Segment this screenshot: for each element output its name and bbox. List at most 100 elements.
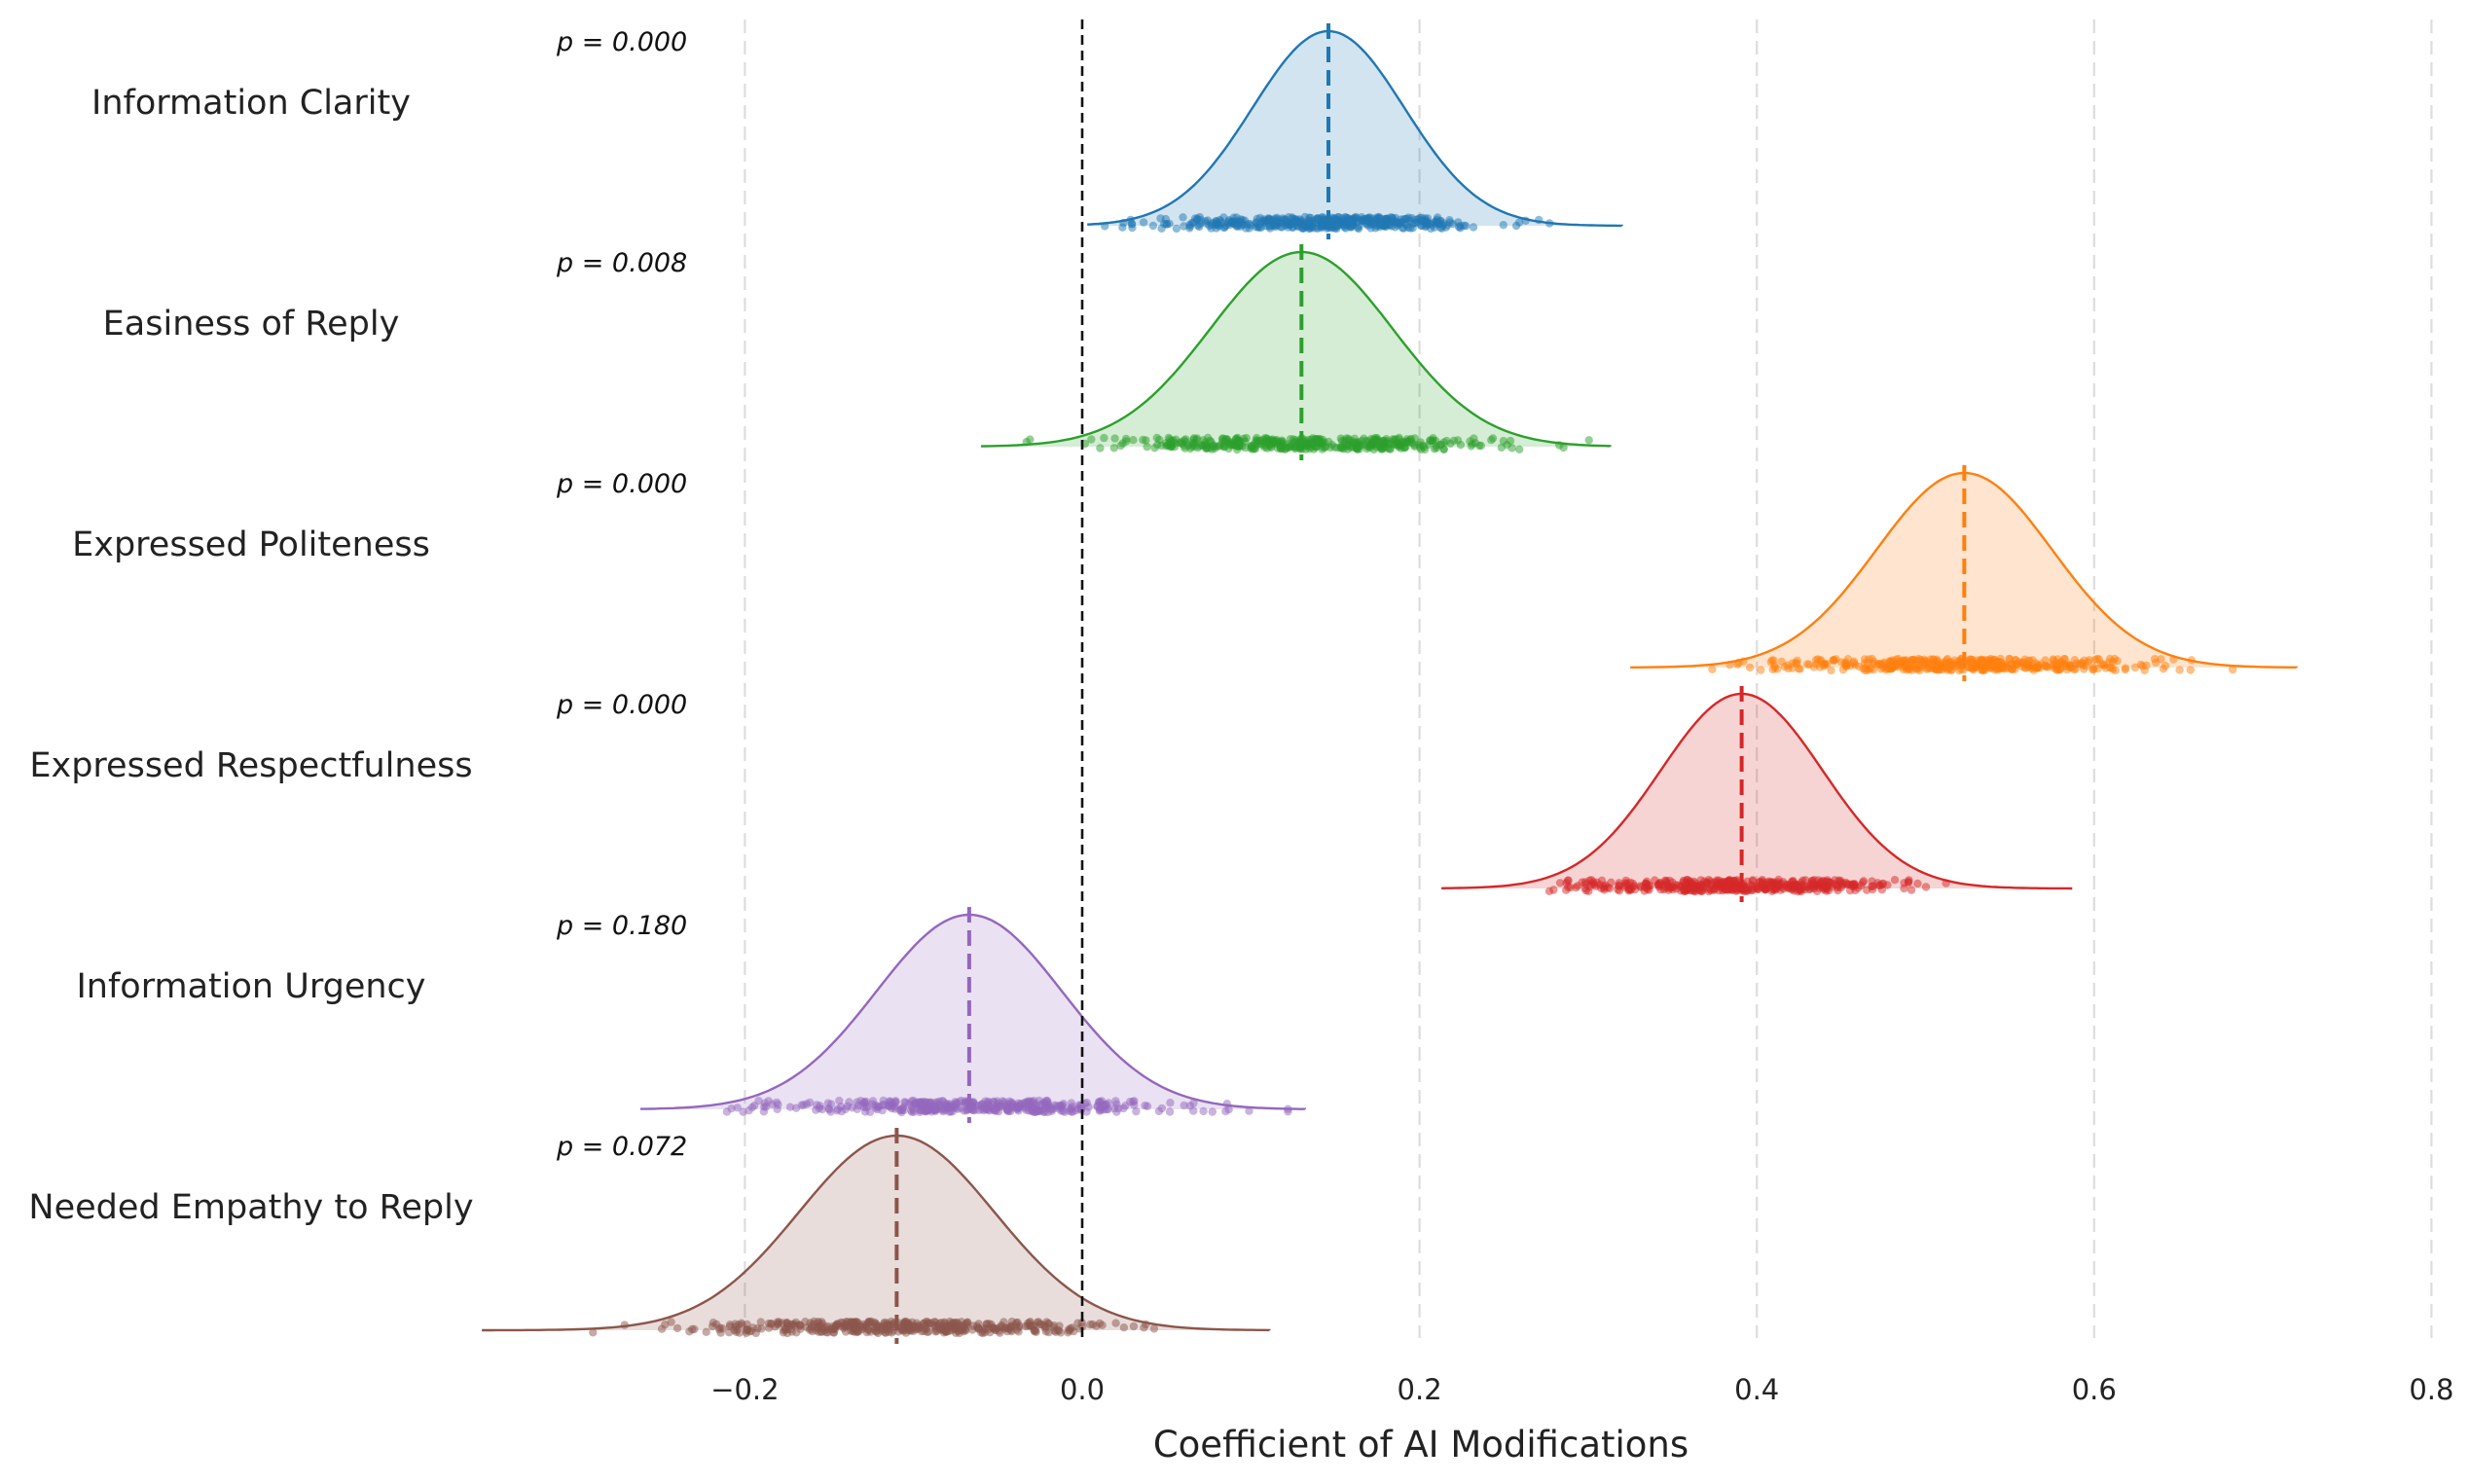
sample-point [760,1103,769,1111]
density-fill [482,1136,1270,1330]
sample-point [1802,660,1812,669]
sample-point [1095,1106,1105,1115]
sample-point [1916,661,1925,670]
sample-point [1488,434,1498,443]
sample-point [1415,443,1425,452]
sample-point [1166,1099,1175,1107]
sample-point [1906,658,1915,668]
sample-point [1626,886,1635,894]
sample-point [2100,661,2109,670]
sample-point [1198,441,1208,451]
sample-point [1353,445,1362,453]
sample-point [920,1326,928,1336]
category-labels: Information Clarity p = 0.000 Easiness of … [28,27,687,1227]
sample-point [1708,665,1717,673]
sample-point [1511,221,1521,231]
sample-point [1861,666,1870,675]
sample-point [1544,887,1554,895]
sample-point [1064,1325,1073,1334]
sample-point [1651,876,1659,885]
sample-point [863,1103,872,1111]
sample-point [1725,877,1734,886]
sample-point [1747,886,1756,895]
sample-point [879,1096,888,1105]
sample-point [999,1098,1009,1106]
x-tick-label: −0.2 [710,1373,779,1406]
p-value-label: p = 0.072 [556,1132,687,1162]
sample-point [807,1324,816,1333]
sample-point [939,1321,949,1330]
sample-point [1246,219,1254,229]
sample-point [868,1097,878,1105]
sample-point [756,1318,765,1326]
sample-point [1348,217,1357,227]
sample-points [1101,212,1554,234]
sample-point [1109,444,1119,452]
sample-point [702,1327,710,1337]
sample-point [984,1100,993,1108]
ridges [482,23,2298,1344]
sample-point [1306,439,1316,448]
sample-point [1139,218,1148,227]
category-label: Expressed Politeness [72,525,430,564]
sample-point [2066,663,2075,672]
sample-point [1766,658,1775,667]
sample-point [1148,221,1158,231]
sample-point [1888,656,1897,665]
sample-point [1797,885,1806,894]
sample-point [945,1107,954,1116]
sample-point [1615,882,1623,890]
sample-point [1620,879,1630,887]
sample-point [1985,663,1995,671]
sample-point [1942,664,1951,672]
sample-point [1129,1321,1139,1331]
sample-point [1845,880,1855,888]
sample-point [2175,666,2184,674]
sample-point [1636,882,1645,890]
sample-point [1887,664,1896,673]
sample-point [1130,1097,1139,1105]
sample-point [833,1104,843,1113]
sample-point [1460,221,1469,230]
sample-point [835,1096,844,1105]
sample-point [1967,655,1976,665]
sample-point [1515,445,1524,453]
sample-point [1921,883,1931,891]
sample-point [1150,444,1159,452]
sample-point [1245,1106,1253,1115]
sample-point [1903,666,1911,674]
sample-point [1318,222,1326,231]
sample-point [2108,665,2118,673]
density-curve [482,1134,1271,1332]
sample-point [1179,213,1187,222]
sample-point [1253,439,1263,449]
sample-point [1278,436,1287,445]
sample-point [1199,1106,1208,1116]
sample-point [1748,876,1758,885]
sample-point [1006,1106,1015,1116]
sample-point [1030,1321,1038,1330]
sample-point [754,1097,763,1105]
sample-point [1446,439,1455,449]
sample-point [1507,444,1516,452]
sample-point [1189,434,1199,443]
sample-point [667,1318,675,1326]
sample-point [1380,222,1390,231]
sample-point [991,1106,999,1115]
sample-point [1122,437,1131,446]
sample-point [911,1098,920,1107]
sample-point [833,1320,842,1329]
sample-point [1827,666,1835,675]
sample-point [1100,433,1108,443]
sample-point [1152,433,1162,443]
sample-point [1581,880,1590,888]
sample-point [1164,440,1174,450]
sample-point [1448,220,1458,229]
sample-point [1679,878,1688,887]
sample-point [925,1106,933,1115]
sample-point [1128,223,1137,233]
sample-point [1890,876,1900,885]
sample-point [1208,1107,1217,1116]
sample-point [2121,664,2130,672]
sample-point [2018,658,2028,667]
